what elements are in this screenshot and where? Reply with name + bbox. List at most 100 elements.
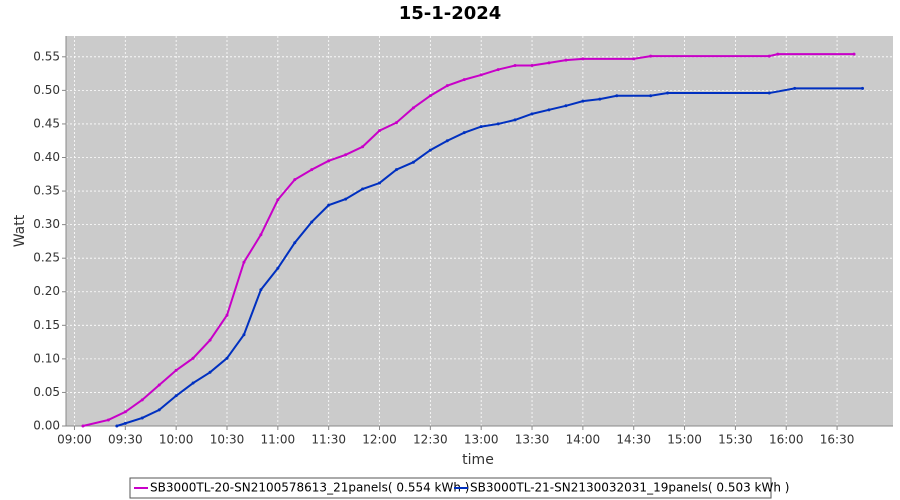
data-point: [793, 86, 797, 90]
data-point: [259, 288, 263, 292]
x-tick-label: 16:00: [769, 433, 804, 447]
data-point: [344, 153, 348, 157]
data-point: [445, 84, 449, 88]
data-point: [140, 398, 144, 402]
y-tick-label: 0.55: [33, 49, 60, 63]
data-point: [157, 408, 161, 412]
data-point: [776, 52, 780, 56]
data-point: [140, 416, 144, 420]
data-point: [649, 54, 653, 58]
data-point: [564, 58, 568, 62]
data-point: [581, 99, 585, 103]
data-point: [394, 168, 398, 172]
data-point: [208, 338, 212, 342]
x-tick-label: 15:30: [718, 433, 753, 447]
data-point: [462, 131, 466, 135]
data-point: [361, 145, 365, 149]
y-tick-label: 0.30: [33, 217, 60, 231]
data-point: [547, 61, 551, 65]
data-point: [293, 241, 297, 245]
plot-area: [66, 36, 893, 426]
x-tick-label: 10:30: [210, 433, 245, 447]
data-point: [462, 78, 466, 82]
data-point: [615, 94, 619, 98]
data-point: [632, 57, 636, 61]
x-tick-label: 12:30: [413, 433, 448, 447]
data-point: [581, 57, 585, 61]
data-point: [81, 424, 85, 428]
y-tick-label: 0.10: [33, 351, 60, 365]
y-tick-label: 0.05: [33, 385, 60, 399]
data-point: [513, 64, 517, 68]
x-tick-label: 16:30: [820, 433, 855, 447]
data-point: [327, 159, 331, 163]
data-point: [157, 383, 161, 387]
data-point: [564, 104, 568, 108]
x-tick-label: 12:00: [362, 433, 397, 447]
data-point: [411, 106, 415, 110]
x-tick-label: 13:30: [515, 433, 550, 447]
x-tick-label: 13:00: [464, 433, 499, 447]
y-tick-label: 0.50: [33, 83, 60, 97]
data-point: [428, 148, 432, 152]
data-point: [106, 418, 110, 422]
series-line: [116, 87, 863, 427]
x-tick-label: 11:00: [261, 433, 296, 447]
data-point: [378, 181, 382, 185]
data-point: [496, 122, 500, 126]
data-point: [479, 73, 483, 77]
data-point: [293, 178, 297, 182]
y-tick-label: 0.00: [33, 419, 60, 433]
legend-box: [129, 477, 772, 499]
x-tick-label: 09:00: [57, 433, 92, 447]
data-point: [378, 129, 382, 133]
data-point: [310, 168, 314, 172]
y-tick-label: 0.45: [33, 116, 60, 130]
chart-title: 15-1-2024: [399, 3, 502, 24]
y-tick-label: 0.20: [33, 284, 60, 298]
data-point: [225, 356, 229, 360]
x-tick-label: 14:00: [566, 433, 601, 447]
x-tick-label: 10:00: [159, 433, 194, 447]
legend-label: SB3000TL-21-SN2130032031_19panels( 0.503…: [470, 481, 789, 495]
data-point: [327, 203, 331, 207]
data-point: [174, 394, 178, 398]
data-point: [598, 97, 602, 101]
legend: SB3000TL-20-SN2100578613_21panels( 0.554…: [129, 477, 789, 499]
data-point: [242, 260, 246, 264]
data-point: [394, 121, 398, 125]
x-tick-label: 14:30: [616, 433, 651, 447]
data-point: [852, 52, 856, 56]
data-point: [123, 410, 127, 414]
data-point: [174, 368, 178, 372]
data-point: [344, 197, 348, 201]
data-point: [361, 187, 365, 191]
data-point: [767, 54, 771, 58]
data-point: [191, 381, 195, 385]
data-point: [513, 118, 517, 122]
y-tick-label: 0.35: [33, 184, 60, 198]
y-tick-label: 0.40: [33, 150, 60, 164]
data-point: [276, 266, 280, 270]
data-point: [242, 333, 246, 337]
data-point: [496, 68, 500, 72]
y-tick-label: 0.15: [33, 318, 60, 332]
x-axis-label: time: [462, 452, 494, 468]
data-point: [479, 125, 483, 129]
legend-label: SB3000TL-20-SN2100578613_21panels( 0.554…: [150, 481, 469, 495]
x-tick-label: 15:00: [667, 433, 702, 447]
data-point: [208, 370, 212, 374]
data-point: [428, 94, 432, 98]
data-point: [115, 424, 119, 428]
data-point: [123, 421, 127, 425]
data-point: [191, 356, 195, 360]
data-point: [530, 64, 534, 68]
data-point: [767, 91, 771, 95]
y-tick-label: 0.25: [33, 251, 60, 265]
data-point: [411, 160, 415, 164]
data-point: [530, 112, 534, 116]
data-point: [649, 94, 653, 98]
x-tick-label: 11:30: [311, 433, 346, 447]
y-axis-label: Watt: [12, 214, 28, 247]
